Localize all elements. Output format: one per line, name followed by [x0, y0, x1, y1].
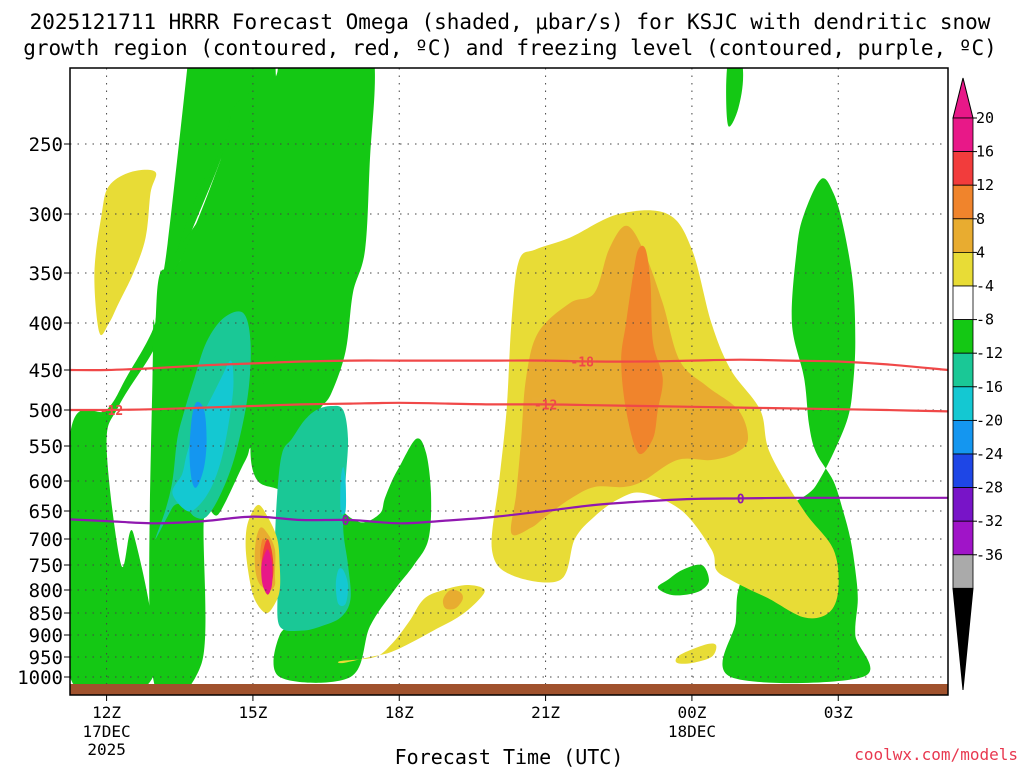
- cyan-region-2: [340, 467, 347, 515]
- yellow-region-0: [94, 169, 157, 336]
- y-tick-label-300: 300: [29, 204, 63, 226]
- green-region-0: [70, 68, 265, 695]
- dsg-contour-minus12: [70, 401, 948, 413]
- dsg-contour-minus12b-label: -12: [534, 398, 557, 413]
- y-tick-label-800: 800: [29, 580, 63, 602]
- colorbar-label-10: -24: [976, 445, 1003, 463]
- y-tick-label-350: 350: [29, 263, 63, 285]
- colorbar-bin-2: [952, 184, 974, 220]
- y-axis: 2503003504004505005506006507007508008509…: [17, 134, 70, 689]
- colorbar-bottom-arrow: [952, 587, 974, 691]
- green-region-7: [736, 656, 856, 676]
- x-tick-sublabel-18DEC: 18DEC: [668, 722, 716, 741]
- green-region-8: [726, 68, 744, 127]
- y-tick-label-600: 600: [29, 471, 63, 493]
- y-tick-label-500: 500: [29, 400, 63, 422]
- y-tick-label-900: 900: [29, 625, 63, 647]
- colorbar-label-7: -12: [976, 344, 1003, 362]
- colorbar-label-1: 16: [976, 143, 994, 161]
- y-tick-label-400: 400: [29, 313, 63, 335]
- freezing-level-contour: [70, 496, 948, 525]
- cyan-region-1: [335, 568, 349, 607]
- x-tick-label-03Z: 03Z: [824, 703, 853, 722]
- colorbar-label-12: -32: [976, 512, 1003, 530]
- freezing-level-contour-b-label: 0: [737, 492, 745, 507]
- colorbar-label-4: 4: [976, 243, 985, 261]
- chart-title-line-1: 2025121711 HRRR Forecast Omega (shaded, …: [30, 10, 991, 34]
- magenta-region-0: [261, 549, 273, 595]
- green-region-3: [149, 68, 375, 695]
- plot-frame: [69, 67, 949, 696]
- chart-title-line-2: growth region (contoured, red, ºC) and f…: [23, 36, 997, 60]
- colorbar-bin-13: [952, 554, 974, 589]
- colorbar-bin-3: [952, 218, 974, 253]
- colorbar-bin-4: [952, 251, 974, 287]
- blue-region-0: [189, 401, 207, 488]
- y-tick-label-750: 750: [29, 555, 63, 577]
- colorbar-label-3: 8: [976, 210, 985, 228]
- dsg-contour-minus12-label: -12: [100, 404, 123, 419]
- gold-region-2: [442, 589, 463, 610]
- colorbar-bin-9: [952, 419, 974, 455]
- colorbar-bin-12: [952, 520, 974, 556]
- ground-strip: [70, 684, 948, 695]
- y-tick-label-700: 700: [29, 529, 63, 551]
- y-tick-label-1000: 1000: [17, 667, 63, 689]
- dsg-contour-minus18: [70, 358, 948, 372]
- x-tick-sublabel-17DEC: 17DEC: [82, 722, 130, 741]
- credit-text: coolwx.com/models: [854, 745, 1018, 764]
- colorbar-bin-11: [952, 487, 974, 522]
- x-tick-label-15Z: 15Z: [238, 703, 267, 722]
- colorbar-bin-7: [952, 352, 974, 388]
- colorbar-label-2: 12: [976, 176, 994, 194]
- colorbar-label-5: -4: [976, 277, 994, 295]
- x-tick-label-12Z: 12Z: [92, 703, 121, 722]
- x-tick-label-21Z: 21Z: [531, 703, 560, 722]
- colorbar: 20 16 12 8 4 -4 -8 -12 -16 -20 -24 -28 -32 -36: [952, 77, 1003, 691]
- x-tick-label-18Z: 18Z: [385, 703, 414, 722]
- y-tick-label-550: 550: [29, 436, 63, 458]
- x-axis-label: Forecast Time (UTC): [395, 745, 624, 768]
- y-tick-label-250: 250: [29, 134, 63, 156]
- colorbar-bin-0: [952, 117, 974, 152]
- colorbar-label-13: -36: [976, 546, 1003, 564]
- orange-region-0: [621, 245, 663, 455]
- y-tick-label-650: 650: [29, 501, 63, 523]
- teal-region-1: [274, 405, 351, 632]
- colorbar-label-0: 20: [976, 109, 994, 127]
- colorbar-label-8: -16: [976, 378, 1003, 396]
- yellow-region-4: [675, 643, 717, 664]
- colorbar-bin-1: [952, 151, 974, 186]
- colorbar-bin-8: [952, 386, 974, 421]
- y-tick-label-450: 450: [29, 360, 63, 382]
- x-tick-label-00Z: 00Z: [677, 703, 706, 722]
- colorbar-label-9: -20: [976, 411, 1003, 429]
- colorbar-bin-10: [952, 453, 974, 488]
- green-region-6: [657, 564, 709, 596]
- y-tick-label-850: 850: [29, 603, 63, 625]
- dsg-contour-minus18-label: -18: [570, 355, 594, 370]
- plot-area: -18 -12 -12 0 0: [69, 67, 949, 696]
- colorbar-label-6: -8: [976, 311, 994, 329]
- y-tick-label-950: 950: [29, 647, 63, 669]
- x-tick-sublabel-2025: 2025: [87, 740, 126, 759]
- colorbar-bin-5: [952, 285, 974, 320]
- colorbar-label-11: -28: [976, 479, 1003, 497]
- colorbar-bin-6: [952, 319, 974, 354]
- freezing-level-contour-label: 0: [342, 514, 350, 529]
